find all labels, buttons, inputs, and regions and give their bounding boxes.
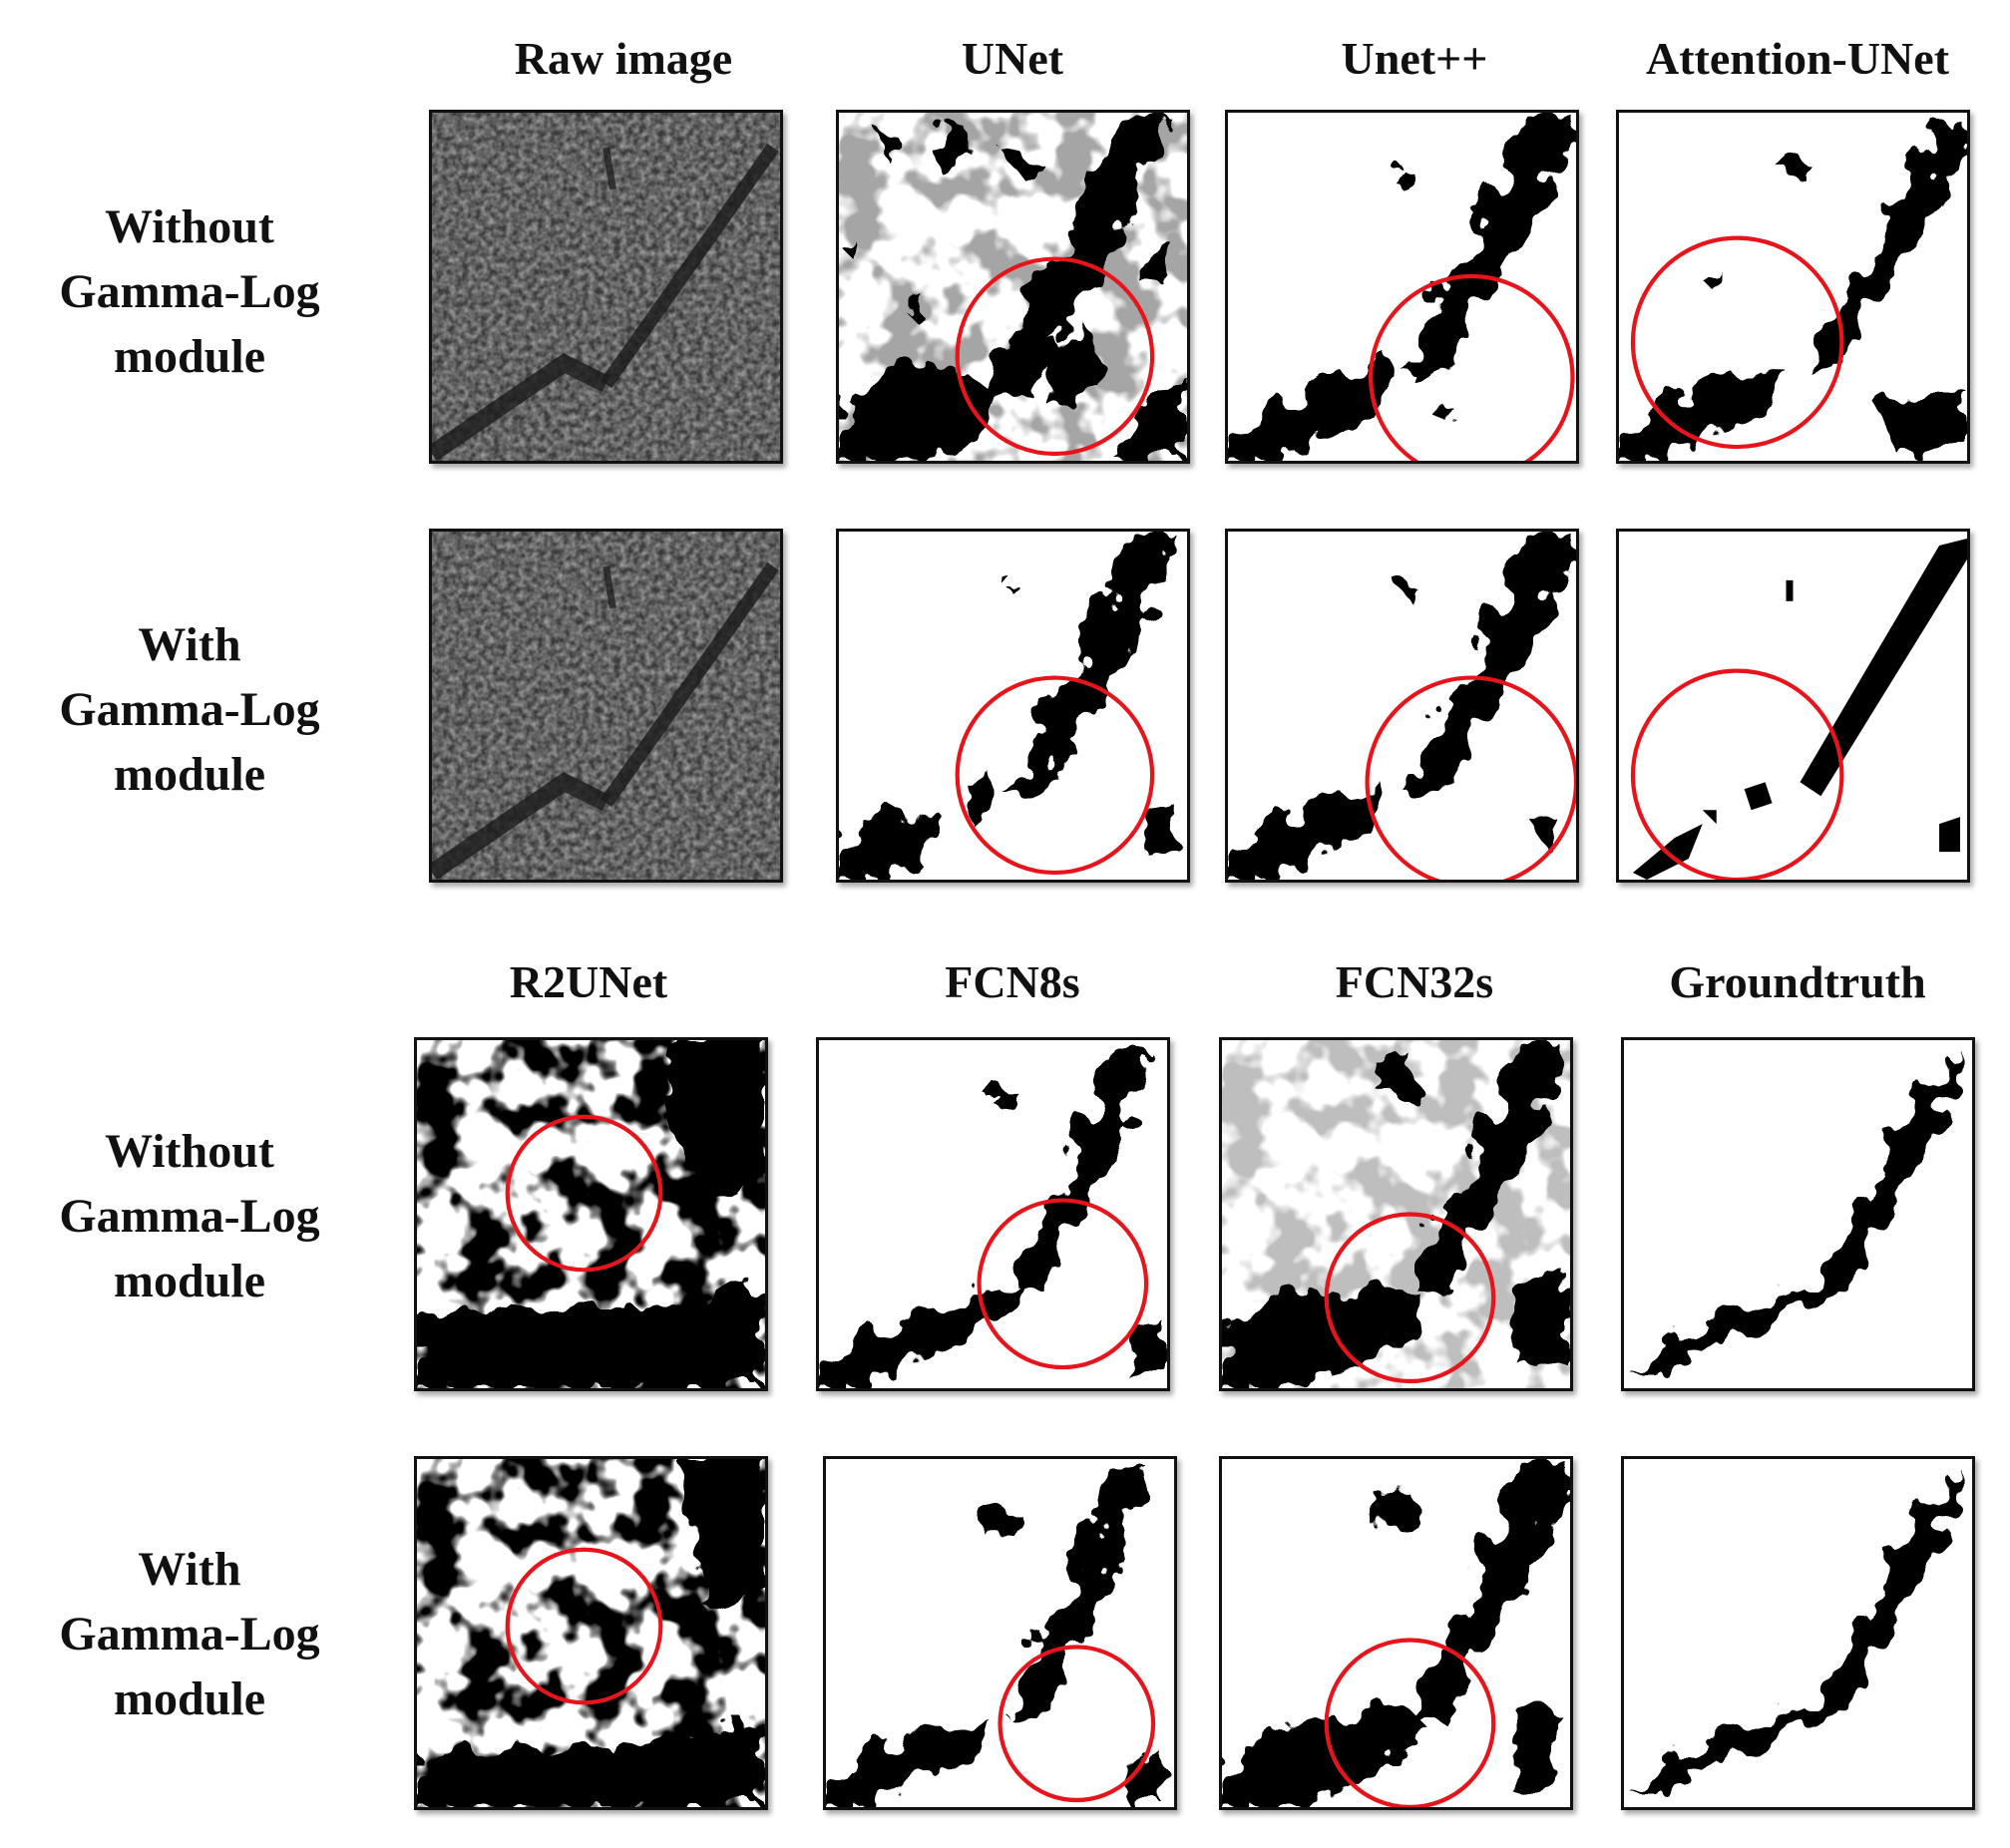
row-label-line: Without bbox=[105, 200, 274, 253]
row-label-line: module bbox=[113, 1255, 265, 1307]
row-label-line: Gamma-Log bbox=[59, 265, 320, 318]
unetpp-mask-with bbox=[1225, 529, 1579, 883]
r2unet-mask-without bbox=[414, 1037, 768, 1391]
unet-mask-without bbox=[836, 110, 1190, 464]
row-label-with-1: With Gamma-Log module bbox=[20, 612, 359, 807]
unet-mask-with bbox=[836, 529, 1190, 883]
column-title-attention-unet: Attention-UNet bbox=[1645, 33, 1950, 84]
column-title-fcn32s: FCN32s bbox=[1335, 956, 1494, 1007]
attention-unet-mask-with bbox=[1616, 529, 1970, 883]
row-label-line: Gamma-Log bbox=[59, 1190, 320, 1243]
unetpp-mask-without bbox=[1225, 110, 1579, 464]
raw-image-with bbox=[429, 529, 783, 883]
row-label-without-2: Without Gamma-Log module bbox=[20, 1119, 359, 1313]
row-label-line: With bbox=[138, 618, 241, 671]
row-label-line: module bbox=[113, 1672, 265, 1725]
row-label-with-2: With Gamma-Log module bbox=[20, 1537, 359, 1731]
column-title-r2unet: R2UNet bbox=[509, 956, 668, 1007]
column-title-unet: UNet bbox=[961, 33, 1064, 84]
raw-image-without bbox=[429, 110, 783, 464]
fcn32s-mask-with bbox=[1219, 1456, 1573, 1810]
row-label-line: Gamma-Log bbox=[59, 1608, 320, 1661]
row-label-line: module bbox=[113, 330, 265, 383]
column-title-raw-image: Raw image bbox=[514, 33, 733, 84]
row-label-line: Gamma-Log bbox=[59, 683, 320, 736]
fcn8s-mask-without bbox=[816, 1037, 1170, 1391]
r2unet-mask-with bbox=[414, 1456, 768, 1810]
column-title-fcn8s: FCN8s bbox=[945, 956, 1080, 1007]
fcn32s-mask-without bbox=[1219, 1037, 1573, 1391]
column-title-groundtruth: Groundtruth bbox=[1669, 956, 1926, 1007]
row-label-line: With bbox=[138, 1543, 241, 1596]
row-label-without-1: Without Gamma-Log module bbox=[20, 194, 359, 389]
column-title-unetpp: Unet++ bbox=[1341, 33, 1488, 84]
groundtruth-mask-1 bbox=[1621, 1037, 1975, 1391]
attention-unet-mask-without bbox=[1616, 110, 1970, 464]
fcn8s-mask-with bbox=[823, 1456, 1177, 1810]
row-label-line: Without bbox=[105, 1125, 274, 1178]
groundtruth-mask-2 bbox=[1621, 1456, 1975, 1810]
row-label-line: module bbox=[113, 748, 265, 801]
